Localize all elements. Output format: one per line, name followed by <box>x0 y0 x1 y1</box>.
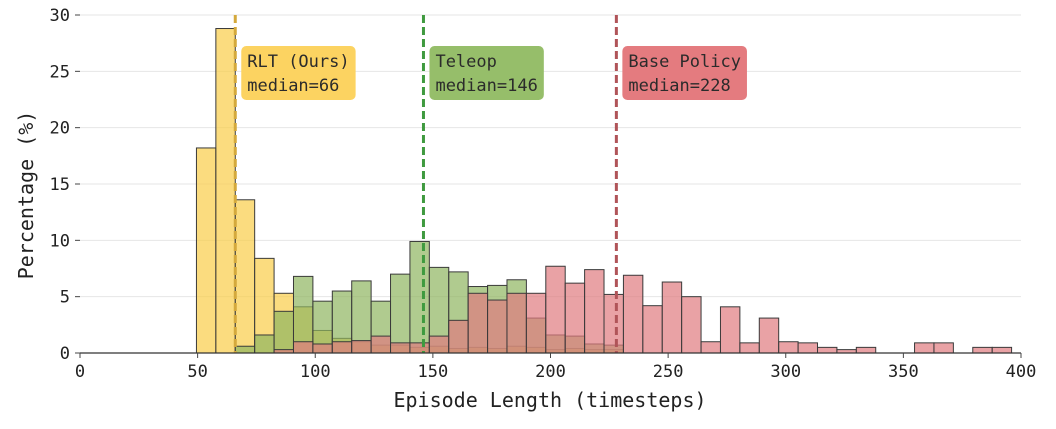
histogram-bar-3 <box>758 317 780 354</box>
histogram-bar-3 <box>506 292 527 354</box>
median-label-box <box>429 46 544 100</box>
histogram-bar-3 <box>390 342 411 354</box>
histogram-bar-3 <box>312 343 333 354</box>
histogram-bar-3 <box>622 274 644 354</box>
histogram-bar-3 <box>778 341 799 354</box>
histogram-bar-1 <box>234 199 256 354</box>
histogram-bar-3 <box>564 282 586 354</box>
histogram-bar-2 <box>390 273 411 354</box>
median-label-box <box>241 46 356 100</box>
histogram-bar-3 <box>739 342 760 354</box>
y-tick-label: 0 <box>60 344 70 364</box>
histogram-bar-3 <box>409 342 430 354</box>
histogram-bar-3 <box>855 346 877 354</box>
y-tick-label: 10 <box>50 231 70 251</box>
histogram-bar-2 <box>254 334 275 354</box>
histogram-bar-3 <box>584 269 605 354</box>
x-axis-title: Episode Length (timesteps) <box>393 388 706 412</box>
histogram-bar-2 <box>273 310 294 354</box>
histogram-bar-3 <box>428 335 450 354</box>
x-tick-label: 250 <box>653 362 684 382</box>
median-label-value: median=228 <box>628 76 730 96</box>
histogram-bar-3 <box>448 319 469 354</box>
histogram-bar-1 <box>195 147 217 354</box>
y-tick-label: 30 <box>50 6 70 26</box>
median-label-box <box>622 46 747 100</box>
median-lines <box>233 15 618 353</box>
histogram-bar-3 <box>991 346 1013 354</box>
histogram-bar-3 <box>797 342 819 354</box>
histogram-bar-3 <box>545 265 566 354</box>
median-annotations: RLT (Ours) median=66 Teleop median=146 Base … <box>241 46 747 100</box>
median-label-name: Teleop <box>435 52 496 72</box>
median-label-value: median=146 <box>435 76 537 96</box>
histogram-bar-3 <box>331 341 353 354</box>
histogram-bar-3 <box>817 346 838 354</box>
histogram-bar-2 <box>409 240 430 354</box>
x-tick-label: 200 <box>535 362 566 382</box>
histogram-bar-3 <box>370 335 392 354</box>
histogram-bar-3 <box>661 281 683 354</box>
x-tick-label: 400 <box>1006 362 1037 382</box>
histogram-bar-3 <box>700 341 721 354</box>
histogram-bar-3 <box>933 342 954 354</box>
histogram-bar-1 <box>215 28 236 354</box>
median-label-value: median=66 <box>247 76 339 96</box>
histogram-bar-3 <box>603 293 624 354</box>
histogram-bar-3 <box>972 346 993 354</box>
histogram-bar-3 <box>719 306 741 354</box>
histogram-bars <box>195 28 1013 354</box>
x-tick-label: 150 <box>418 362 449 382</box>
histogram-bar-3 <box>292 341 314 354</box>
histogram-bar-2 <box>234 345 256 354</box>
histogram-bar-3 <box>525 292 547 354</box>
x-tick-label: 100 <box>300 362 331 382</box>
y-axis-title: Percentage (%) <box>14 111 38 280</box>
y-tick-label: 15 <box>50 175 70 195</box>
y-tick-label: 20 <box>50 119 70 139</box>
x-tick-label: 300 <box>770 362 801 382</box>
median-label-name: RLT (Ours) <box>247 52 349 72</box>
histogram-bar-3 <box>351 340 372 354</box>
histogram-bar-3 <box>487 299 508 354</box>
histogram-bar-3 <box>467 292 489 354</box>
median-label-name: Base Policy <box>628 52 741 72</box>
x-tick-label: 0 <box>75 362 85 382</box>
x-tick-label: 350 <box>888 362 919 382</box>
x-tick-label: 50 <box>187 362 207 382</box>
y-tick-label: 5 <box>60 288 70 308</box>
y-tick-label: 25 <box>50 62 70 82</box>
histogram-bar-3 <box>642 305 663 354</box>
histogram-bar-3 <box>914 342 935 354</box>
histogram-bar-3 <box>681 296 702 354</box>
